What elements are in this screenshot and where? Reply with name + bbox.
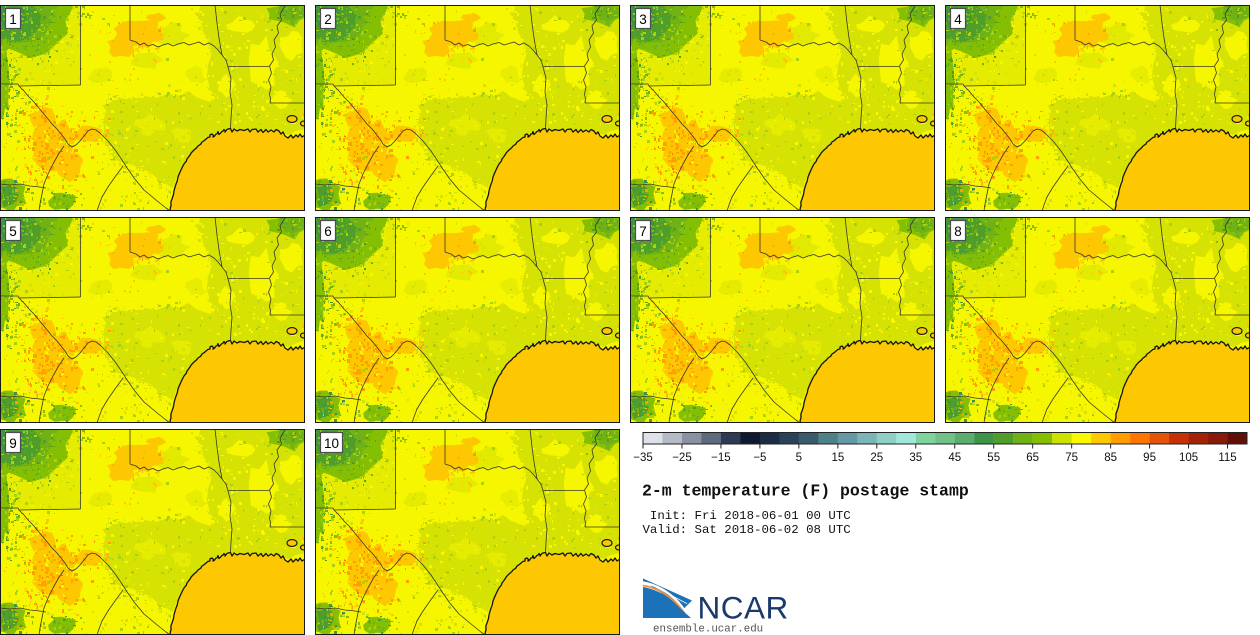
svg-text:Valid: Sat 2018-06-02 08 UTC: Valid: Sat 2018-06-02 08 UTC: [643, 523, 851, 537]
svg-text:1: 1: [9, 12, 17, 27]
svg-text:−15: −15: [711, 452, 731, 464]
svg-text:ensemble.ucar.edu: ensemble.ucar.edu: [653, 624, 763, 635]
svg-text:4: 4: [954, 12, 962, 27]
svg-text:−25: −25: [672, 452, 692, 464]
svg-text:NCAR: NCAR: [698, 590, 789, 626]
svg-text:55: 55: [987, 452, 1000, 464]
svg-text:45: 45: [948, 452, 961, 464]
svg-text:6: 6: [324, 224, 332, 239]
svg-text:2: 2: [324, 12, 332, 27]
svg-text:25: 25: [870, 452, 883, 464]
svg-text:7: 7: [639, 224, 647, 239]
svg-text:−5: −5: [753, 452, 766, 464]
svg-text:15: 15: [831, 452, 844, 464]
svg-text:2-m temperature (F) postage st: 2-m temperature (F) postage stamp: [642, 482, 969, 501]
svg-text:85: 85: [1104, 452, 1117, 464]
svg-text:65: 65: [1026, 452, 1039, 464]
svg-text:8: 8: [954, 224, 962, 239]
svg-text:−35: −35: [633, 452, 653, 464]
svg-text:115: 115: [1218, 452, 1236, 464]
svg-text:95: 95: [1143, 452, 1156, 464]
svg-text:5: 5: [796, 452, 802, 464]
svg-text:5: 5: [9, 224, 17, 239]
svg-text:10: 10: [324, 436, 339, 451]
svg-text:35: 35: [909, 452, 922, 464]
svg-text:3: 3: [639, 12, 647, 27]
svg-text:105: 105: [1179, 452, 1198, 464]
svg-text:9: 9: [9, 436, 17, 451]
svg-text:Init: Fri 2018-06-01 00 UTC: Init: Fri 2018-06-01 00 UTC: [643, 509, 851, 523]
svg-text:75: 75: [1065, 452, 1078, 464]
